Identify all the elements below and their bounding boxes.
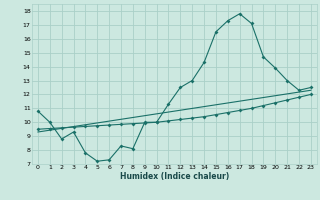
X-axis label: Humidex (Indice chaleur): Humidex (Indice chaleur) <box>120 172 229 181</box>
